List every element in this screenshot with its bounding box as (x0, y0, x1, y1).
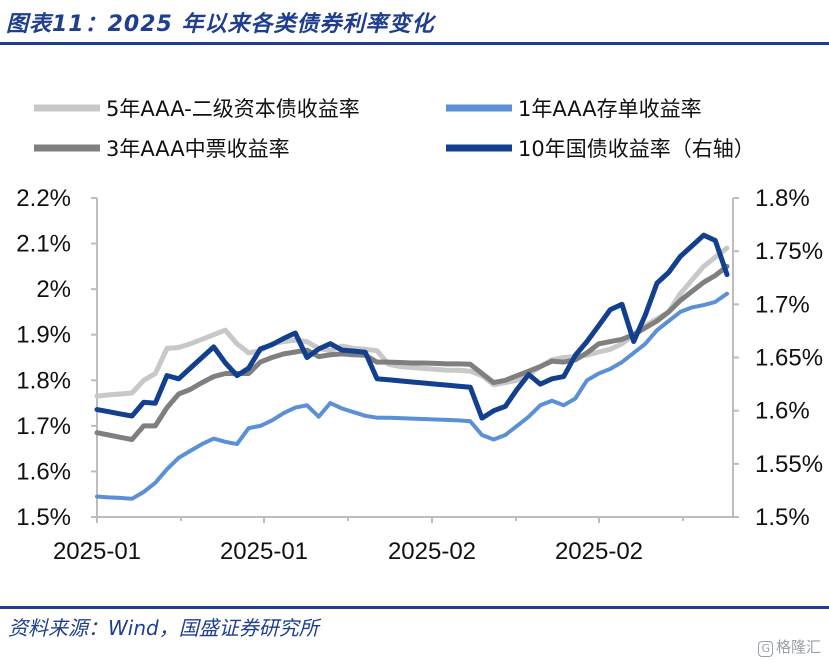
line-chart: 1.5% 1.6% 1.7% 1.8% 1.9% 2% 2.1% 2.2% 1.5% 1.55% 1… (16, 97, 823, 565)
series-line-2 (94, 263, 730, 442)
legend-label-3: 1年AAA存单收益率 (518, 97, 702, 121)
legend-label-1: 5年AAA-二级资本债收益率 (106, 97, 360, 121)
left-tick-label: 2.1% (16, 231, 71, 258)
x-tick-label: 2025-02 (555, 538, 643, 565)
x-tick-label: 2025-02 (388, 538, 476, 565)
right-tick-label: 1.55% (755, 451, 823, 478)
watermark-logo-icon: G (758, 641, 773, 657)
left-tick-label: 1.8% (16, 367, 71, 394)
right-tick-label: 1.65% (755, 345, 823, 372)
left-tick-label: 1.5% (16, 504, 71, 531)
series-line-3 (95, 291, 729, 501)
x-tick-label: 2025-01 (220, 538, 308, 565)
right-tick-label: 1.7% (755, 291, 810, 318)
source-note: 资料来源：Wind，国盛证券研究所 (8, 616, 319, 640)
right-tick-label: 1.6% (755, 398, 810, 425)
series-line-4 (94, 232, 730, 421)
left-tick-label: 1.6% (16, 458, 71, 485)
left-tick-label: 1.9% (16, 322, 71, 349)
x-tick-label: 2025-01 (53, 538, 141, 565)
source-rule (0, 606, 829, 609)
title-rule (0, 42, 829, 45)
right-tick-label: 1.8% (755, 185, 810, 212)
watermark: G 格隆汇 (758, 636, 821, 657)
right-tick-label: 1.75% (755, 238, 823, 265)
series-line-1 (94, 245, 730, 399)
right-tick-label: 1.5% (755, 504, 810, 531)
left-tick-label: 1.7% (16, 413, 71, 440)
chart-title: 图表11：2025 年以来各类债券利率变化 (6, 12, 435, 37)
legend-label-4: 10年国债收益率（右轴） (518, 137, 755, 161)
left-tick-label: 2.2% (16, 185, 71, 212)
legend-label-2: 3年AAA中票收益率 (106, 137, 290, 161)
watermark-text: 格隆汇 (775, 638, 821, 656)
left-tick-label: 2% (36, 276, 71, 303)
